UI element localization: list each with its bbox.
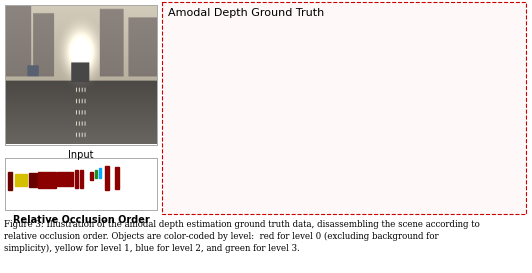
Text: Level 2: Level 2 — [350, 21, 383, 30]
Bar — [8, 172, 12, 190]
Bar — [95, 170, 97, 178]
Text: Input: Input — [68, 150, 94, 160]
Bar — [75, 170, 78, 188]
Bar — [38, 172, 56, 188]
Bar — [99, 168, 101, 178]
Text: Relative Occlusion Order: Relative Occlusion Order — [13, 215, 149, 225]
Bar — [115, 167, 119, 189]
Bar — [90, 172, 93, 180]
Bar — [105, 166, 109, 190]
Bar — [162, 2, 526, 214]
Bar — [15, 174, 27, 186]
Text: Level 3: Level 3 — [350, 134, 383, 143]
Text: Figure 3: Illustration of the amodal depth estimation ground truth data, disasse: Figure 3: Illustration of the amodal dep… — [4, 220, 480, 253]
Bar — [57, 172, 73, 186]
Text: Level 1: Level 1 — [170, 134, 203, 143]
Text: Amodal Depth Ground Truth: Amodal Depth Ground Truth — [168, 8, 324, 18]
Bar — [29, 173, 37, 187]
Text: Level 0: Level 0 — [170, 21, 203, 30]
Bar — [80, 170, 83, 188]
